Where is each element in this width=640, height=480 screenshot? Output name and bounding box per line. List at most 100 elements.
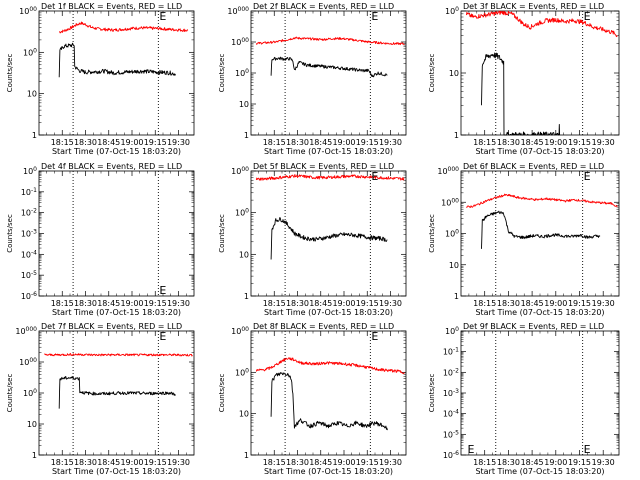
e-marker: E [584,443,591,456]
x-tick-label: 19:00 [332,138,355,147]
y-tick-label: 10000 [227,6,249,16]
y-tick-label: 10 [239,100,249,109]
events-series-line [58,42,176,78]
y-axis-label: Counts/sec [428,214,436,253]
y-tick-label: 1 [244,451,249,460]
x-tick-label: 19:30 [167,299,190,308]
x-tick-label: 19:30 [592,458,615,467]
lld-series-line [255,36,405,46]
x-tick-label: 18:45 [309,458,332,467]
x-axis-label: Start Time (07-Oct-15 18:03:20) [264,308,393,317]
plot-frame [460,330,620,456]
y-axis-label: Counts/sec [428,54,436,93]
x-axis-label: Start Time (07-Oct-15 18:03:20) [52,467,181,476]
y-tick-label: 10 [239,410,249,419]
y-tick-label: 100 [23,47,37,57]
e-marker: E [371,10,378,23]
panel-title: Det 9f BLACK = Events, RED = LLD [463,322,604,331]
y-tick-label: 10-6 [21,291,37,301]
y-tick-label: 100 [235,367,249,377]
lld-series-line [255,357,405,375]
e-marker: E [159,284,166,297]
x-axis-label: Start Time (07-Oct-15 18:03:20) [52,147,181,156]
y-tick-label: 100 [23,166,37,176]
plot-frame [460,170,620,297]
y-tick-label: 10-1 [443,347,459,357]
y-tick-label: 10 [27,420,37,429]
events-series-line [58,376,176,409]
y-tick-label: 10-3 [443,388,459,398]
x-tick-label: 19:00 [120,458,143,467]
x-tick-label: 19:15 [568,299,591,308]
x-tick-label: 19:30 [592,138,615,147]
x-tick-label: 19:15 [144,299,167,308]
x-tick-label: 19:15 [356,138,379,147]
y-tick-label: 10 [239,250,249,259]
y-tick-label: 10-6 [443,450,459,460]
y-tick-label: 1000 [19,357,37,367]
y-tick-label: 1 [32,451,37,460]
y-tick-label: 1 [244,292,249,301]
events-series-line [270,56,388,78]
e-marker: E [584,170,591,183]
x-tick-label: 18:15 [51,138,74,147]
y-tick-label: 1 [454,131,459,140]
x-tick-label: 18:15 [473,138,496,147]
x-tick-label: 18:30 [74,138,97,147]
e-marker: E [371,330,378,343]
x-tick-label: 18:15 [51,458,74,467]
y-tick-label: 1 [244,131,249,140]
x-axis-label: Start Time (07-Oct-15 18:03:20) [52,308,181,317]
events-series-line [481,210,601,249]
x-tick-label: 18:30 [286,138,309,147]
x-tick-label: 18:30 [497,458,520,467]
y-tick-label: 100 [235,68,249,78]
x-tick-label: 18:15 [263,138,286,147]
y-axis-label: Counts/sec [6,374,14,413]
x-tick-label: 19:15 [144,138,167,147]
panel-title: Det 5f BLACK = Events, RED = LLD [253,162,394,171]
y-tick-label: 100 [445,229,459,239]
x-tick-label: 19:15 [356,458,379,467]
detector-panel-4: Det 4f BLACK = Events, RED = LLD 10-6 10-5… [6,162,195,317]
x-tick-label: 19:00 [120,299,143,308]
x-tick-label: 19:30 [379,138,402,147]
x-tick-label: 19:15 [144,458,167,467]
y-tick-label: 10-1 [21,187,37,197]
x-axis-label: Start Time (07-Oct-15 18:03:20) [264,467,393,476]
panel-title: Det 1f BLACK = Events, RED = LLD [41,2,182,11]
lld-series-line [465,10,618,38]
x-tick-label: 18:15 [473,458,496,467]
plot-frame [250,10,407,136]
y-axis-label: Counts/sec [6,54,14,93]
y-axis-label: Counts/sec [428,374,436,413]
panel-title: Det 8f BLACK = Events, RED = LLD [253,322,394,331]
plot-frame [250,330,407,456]
x-tick-label: 19:15 [568,458,591,467]
events-series-line [270,372,388,431]
plot-frame [460,10,620,136]
x-tick-label: 19:00 [544,458,567,467]
e-marker: E [468,443,475,456]
x-tick-label: 19:00 [544,138,567,147]
x-tick-label: 19:00 [332,299,355,308]
y-tick-label: 10-3 [21,229,37,239]
e-marker: E [584,10,591,23]
x-tick-label: 18:30 [286,458,309,467]
e-marker: E [159,330,166,343]
detector-panel-6: Det 6f BLACK = Events, RED = LLD 1 10 100 10… [428,162,620,317]
panel-title: Det 2f BLACK = Events, RED = LLD [253,2,394,11]
detector-panel-7: Det 7f BLACK = Events, RED = LLD 1 10 100 10… [6,322,195,476]
y-tick-label: 10-5 [21,270,37,280]
y-tick-label: 100 [23,388,37,398]
x-tick-label: 19:15 [568,138,591,147]
y-tick-label: 10 [27,90,37,99]
x-tick-label: 18:15 [263,299,286,308]
y-axis-label: Counts/sec [218,214,226,253]
x-tick-label: 18:45 [309,138,332,147]
detector-panel-9: Det 9f BLACK = Events, RED = LLD 10-6 10-5… [428,322,620,476]
y-tick-label: 10-2 [443,367,459,377]
detector-panel-1: Det 1f BLACK = Events, RED = LLD 1 10 100 10… [6,2,195,156]
y-tick-label: 1 [32,131,37,140]
x-axis-label: Start Time (07-Oct-15 18:03:20) [264,147,393,156]
